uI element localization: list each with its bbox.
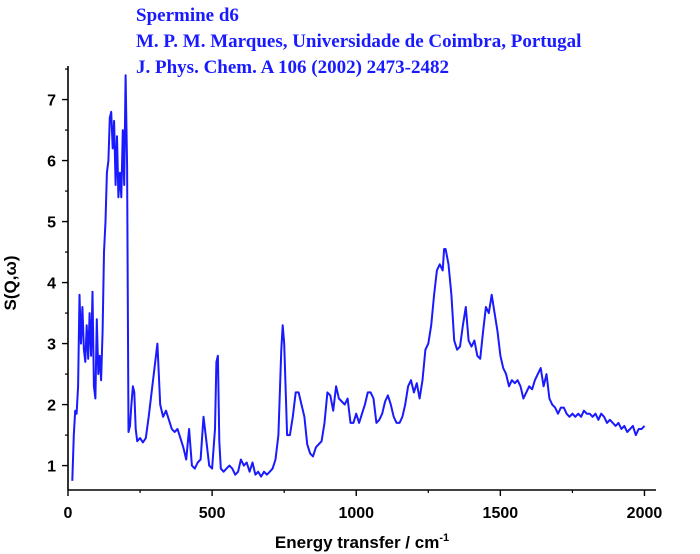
- y-tick-label: 6: [47, 154, 56, 171]
- x-axis-label-text: Energy transfer / cm: [275, 533, 439, 552]
- x-tick-label: 2000: [627, 505, 663, 522]
- title-line-2: M. P. M. Marques, Universidade de Coimbr…: [136, 31, 581, 52]
- y-axis-label: S(Q,ω): [1, 256, 20, 311]
- x-tick-label: 500: [199, 505, 226, 522]
- y-tick-label: 7: [47, 93, 56, 110]
- title-line-1: Spermine d6: [136, 5, 239, 26]
- series-line: [71, 74, 646, 481]
- title-line-3: J. Phys. Chem. A 106 (2002) 2473-2482: [136, 57, 449, 78]
- chart-title: Spermine d6 M. P. M. Marques, Universidad…: [136, 5, 581, 78]
- x-tick-label: 1000: [338, 505, 374, 522]
- y-tick-label: 2: [47, 398, 56, 415]
- y-tick-label: 4: [47, 276, 56, 293]
- y-tick-label: 5: [47, 215, 56, 232]
- y-tick-label: 3: [47, 337, 56, 354]
- y-axis-ticks: 1 2 3 4 5 6 7: [47, 68, 68, 476]
- x-axis-label-unit-exponent: -1: [439, 532, 449, 544]
- x-tick-label: 1500: [483, 505, 519, 522]
- y-tick-label: 1: [47, 459, 56, 476]
- x-axis-label: Energy transfer / cm-1: [275, 532, 449, 552]
- x-axis-ticks: 0 500 1000 1500 2000: [64, 490, 663, 522]
- x-tick-label: 0: [64, 505, 73, 522]
